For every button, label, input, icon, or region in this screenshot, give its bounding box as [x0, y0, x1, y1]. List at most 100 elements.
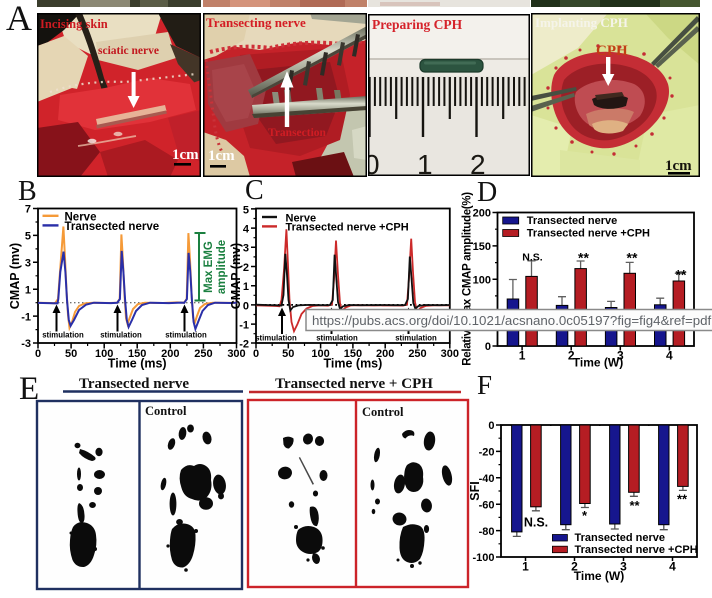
- svg-text:stimulation: stimulation: [100, 331, 142, 340]
- svg-text:1: 1: [25, 284, 31, 296]
- svg-text:Control: Control: [362, 405, 404, 419]
- svg-text:N.S.: N.S.: [522, 252, 543, 264]
- svg-text:-1: -1: [21, 311, 31, 323]
- svg-text:0: 0: [253, 348, 259, 360]
- svg-text:3: 3: [620, 560, 627, 574]
- svg-text:Max EMG: Max EMG: [203, 241, 215, 293]
- svg-text:-100: -100: [472, 552, 494, 564]
- svg-text:-20: -20: [479, 447, 495, 459]
- svg-text:D: D: [477, 177, 497, 208]
- svg-text:B: B: [18, 176, 37, 207]
- svg-text:0: 0: [243, 300, 249, 312]
- svg-text:-2: -2: [239, 339, 249, 351]
- svg-text:2: 2: [571, 560, 578, 574]
- svg-text:Relative max CMAP amplitude(%): Relative max CMAP amplitude(%): [462, 192, 474, 366]
- svg-text:2: 2: [470, 149, 486, 180]
- svg-text:Transected nerve +CPH: Transected nerve +CPH: [286, 222, 409, 234]
- svg-text:4: 4: [669, 560, 676, 574]
- svg-text:**: **: [629, 498, 640, 513]
- svg-text:150: 150: [128, 348, 146, 360]
- svg-text:Time (ms): Time (ms): [108, 357, 167, 371]
- svg-text:0: 0: [364, 149, 380, 180]
- svg-text:200: 200: [376, 348, 394, 360]
- svg-text:E: E: [19, 371, 39, 407]
- svg-text:A: A: [6, 0, 32, 38]
- svg-text:50: 50: [65, 348, 77, 360]
- svg-text:5: 5: [243, 204, 249, 216]
- svg-text:CMAP (mv): CMAP (mv): [229, 243, 243, 309]
- svg-text:stimulation: stimulation: [395, 334, 437, 343]
- svg-text:150: 150: [344, 348, 362, 360]
- svg-text:Transected nerve: Transected nerve: [527, 215, 618, 227]
- svg-text:CMAP (mv): CMAP (mv): [8, 243, 22, 309]
- svg-text:0: 0: [35, 348, 41, 360]
- svg-text:300: 300: [227, 348, 245, 360]
- svg-text:Nerve: Nerve: [286, 212, 317, 224]
- svg-text:Control: Control: [145, 404, 187, 418]
- svg-text:250: 250: [408, 348, 426, 360]
- svg-text:**: **: [677, 492, 688, 507]
- svg-text:-40: -40: [479, 473, 495, 485]
- svg-text:100: 100: [311, 348, 329, 360]
- svg-text:CPH: CPH: [596, 43, 628, 59]
- svg-text:200: 200: [161, 348, 179, 360]
- svg-text:2: 2: [243, 262, 249, 274]
- svg-text:3: 3: [25, 258, 31, 270]
- svg-text:5: 5: [25, 231, 31, 243]
- svg-text:7: 7: [25, 204, 31, 216]
- svg-text:-3: -3: [21, 338, 31, 350]
- svg-text:4: 4: [666, 349, 673, 363]
- svg-text:sciatic nerve: sciatic nerve: [98, 45, 159, 57]
- svg-text:SFI: SFI: [468, 481, 482, 500]
- svg-text:Time (W): Time (W): [573, 356, 623, 370]
- svg-text:150: 150: [473, 241, 491, 253]
- svg-text:1cm: 1cm: [172, 147, 199, 163]
- svg-text:100: 100: [95, 348, 113, 360]
- svg-text:0: 0: [485, 341, 491, 353]
- svg-text:3: 3: [243, 243, 249, 255]
- svg-text:stimulation: stimulation: [255, 334, 297, 343]
- svg-text:stimulation: stimulation: [165, 331, 207, 340]
- svg-text:F: F: [477, 370, 492, 400]
- svg-text:-60: -60: [479, 499, 495, 511]
- svg-text:Time (ms): Time (ms): [323, 357, 382, 371]
- svg-text:-1: -1: [239, 320, 249, 332]
- svg-text:Preparing CPH: Preparing CPH: [372, 17, 463, 32]
- svg-text:250: 250: [194, 348, 212, 360]
- svg-text:4: 4: [243, 224, 250, 236]
- svg-text:1: 1: [417, 149, 433, 180]
- svg-text:200: 200: [473, 208, 491, 220]
- svg-text:Transected nerve + CPH: Transected nerve + CPH: [275, 376, 433, 392]
- svg-text:100: 100: [473, 274, 491, 286]
- svg-text:stimulation: stimulation: [42, 331, 84, 340]
- svg-text:0: 0: [488, 420, 494, 432]
- svg-text:Nerve: Nerve: [65, 212, 97, 224]
- svg-text:Transected nerve: Transected nerve: [79, 376, 189, 392]
- svg-text:N.S.: N.S.: [524, 516, 548, 530]
- svg-text:Transection: Transection: [268, 127, 327, 139]
- svg-text:1: 1: [519, 349, 526, 363]
- svg-text:Transected nerve: Transected nerve: [575, 532, 666, 544]
- svg-text:Transected nerve: Transected nerve: [65, 221, 160, 233]
- svg-text:**: **: [676, 267, 687, 283]
- svg-text:3: 3: [617, 349, 624, 363]
- svg-text:Time (W): Time (W): [574, 569, 624, 583]
- svg-text:Incising skin: Incising skin: [40, 17, 108, 31]
- svg-text:50: 50: [282, 348, 294, 360]
- svg-text:*: *: [582, 508, 588, 523]
- svg-text:https://pubs.acs.org/doi/10.10: https://pubs.acs.org/doi/10.1021/acsnano…: [312, 313, 712, 328]
- svg-text:Transected nerve +CPH: Transected nerve +CPH: [575, 544, 698, 556]
- svg-text:1cm: 1cm: [208, 148, 235, 164]
- svg-text:stimulation: stimulation: [316, 334, 358, 343]
- svg-text:1cm: 1cm: [665, 158, 692, 174]
- svg-text:**: **: [578, 250, 589, 266]
- svg-text:-80: -80: [479, 526, 495, 538]
- svg-text:Transected nerve +CPH: Transected nerve +CPH: [527, 228, 650, 240]
- svg-text:1: 1: [243, 281, 249, 293]
- svg-text:**: **: [627, 250, 638, 266]
- svg-text:300: 300: [441, 348, 459, 360]
- svg-text:2: 2: [568, 349, 575, 363]
- svg-text:C: C: [245, 175, 264, 206]
- svg-text:Implanting CPH: Implanting CPH: [535, 15, 628, 30]
- svg-text:amplitude: amplitude: [216, 240, 228, 294]
